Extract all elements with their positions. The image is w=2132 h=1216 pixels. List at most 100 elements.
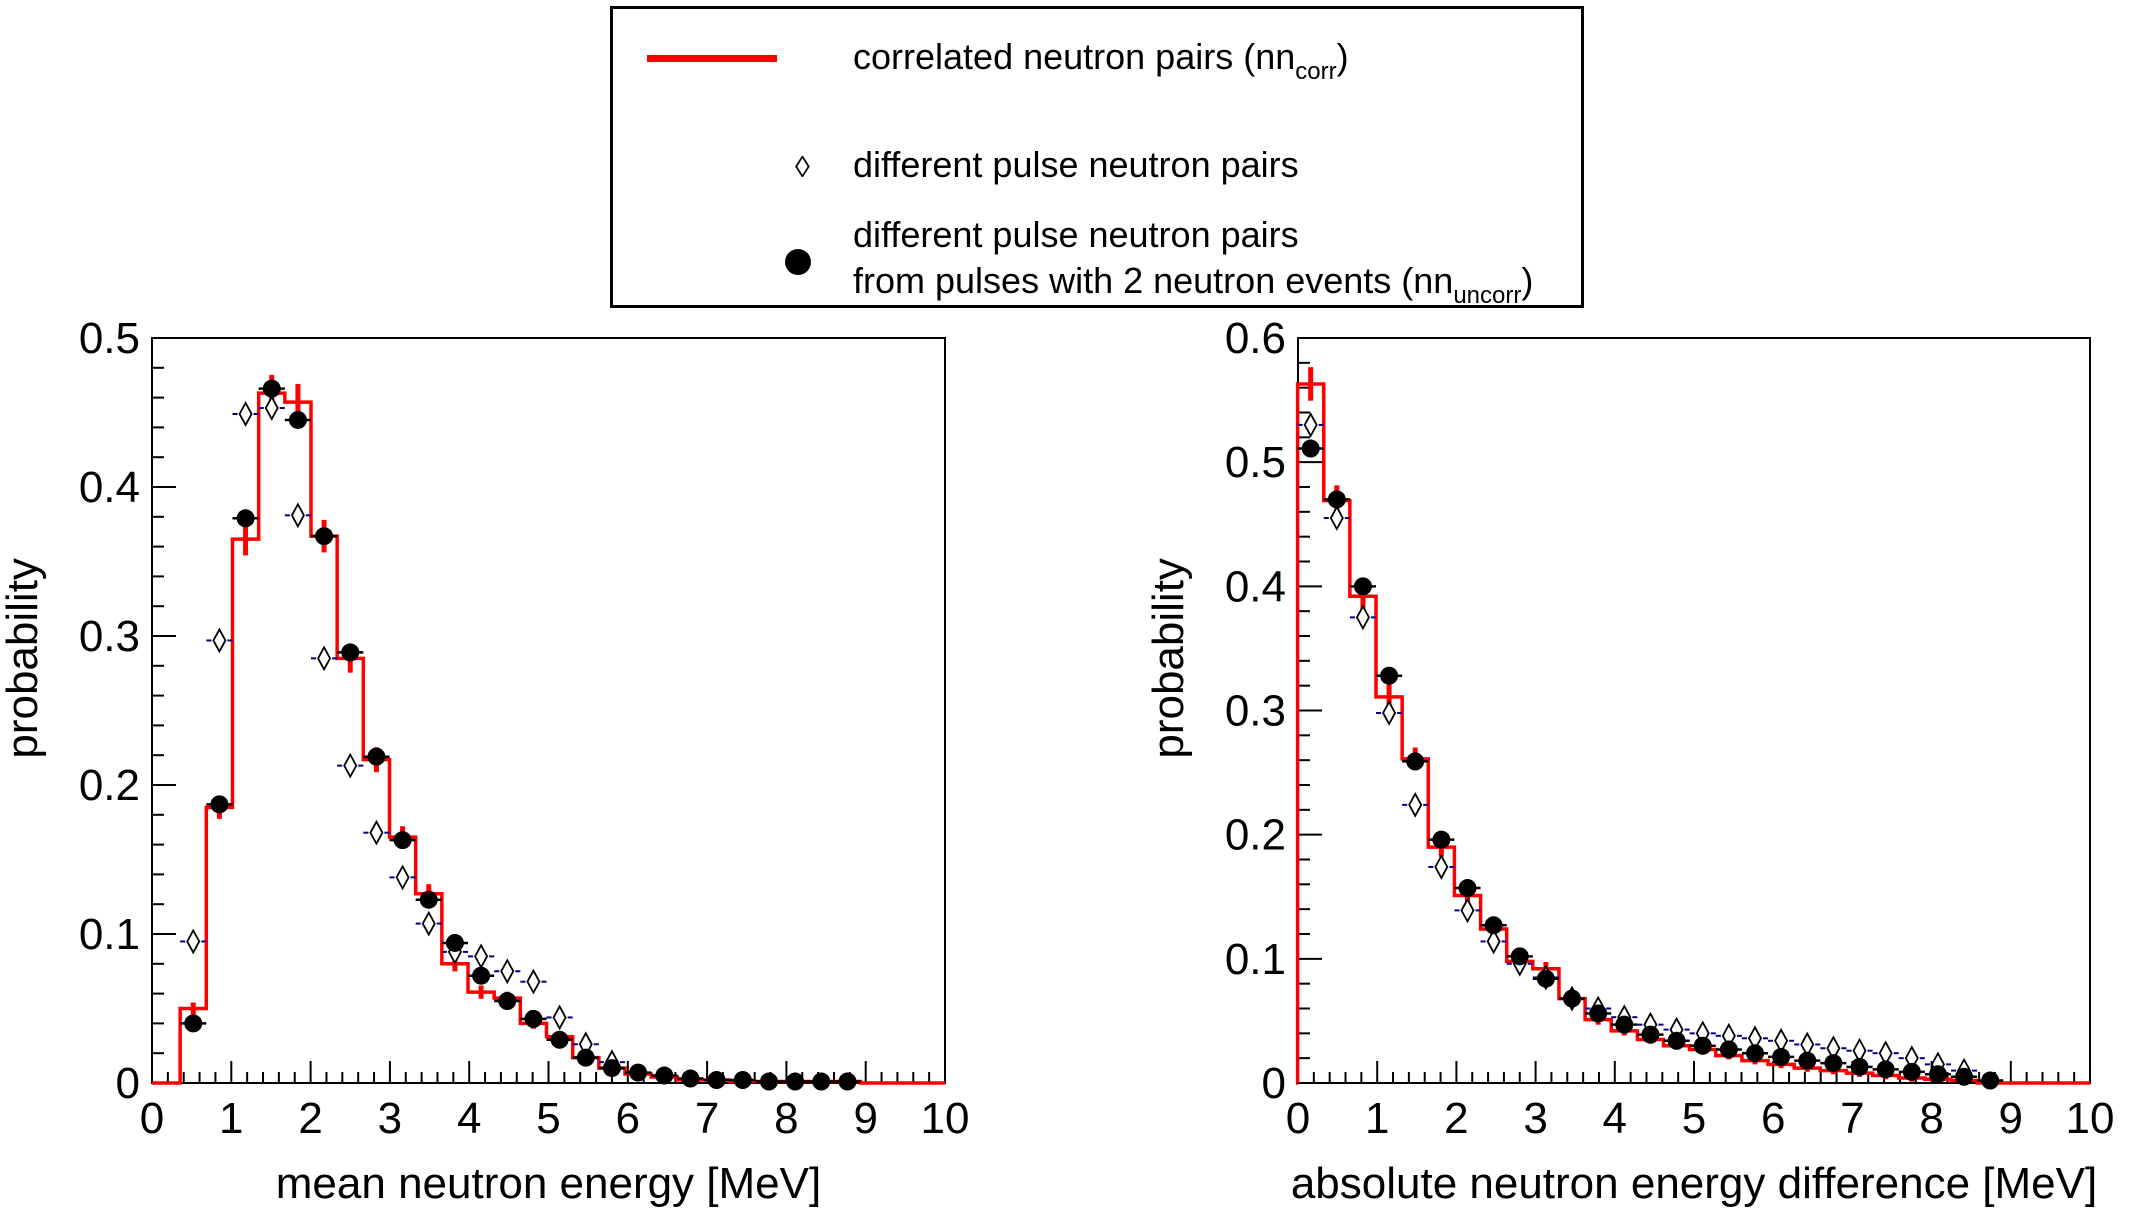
dot-marker xyxy=(1510,947,1529,966)
dot-marker xyxy=(1981,1071,2000,1090)
dot-marker xyxy=(1301,439,1320,458)
diamond-marker xyxy=(1382,700,1397,726)
diamond-marker xyxy=(421,910,436,937)
y-tick-label: 0.1 xyxy=(79,910,140,959)
series-red-step xyxy=(152,374,945,1085)
dot-marker xyxy=(1824,1054,1843,1073)
dot-marker xyxy=(1353,577,1372,596)
x-tick-label: 9 xyxy=(853,1094,877,1143)
y-ticks: 0 0.1 0.2 0.3 0.4 0.5 0.6 xyxy=(1225,314,1322,1108)
x-tick-label: 9 xyxy=(1999,1094,2023,1143)
series-red-step xyxy=(1295,367,2090,1085)
dot-marker xyxy=(812,1072,831,1091)
dot-marker xyxy=(759,1072,778,1091)
legend-correlated-close: ) xyxy=(1336,36,1349,77)
x-tick-label: 0 xyxy=(140,1094,164,1143)
dot-marker xyxy=(472,966,491,985)
dot-marker xyxy=(1798,1051,1817,1070)
dot-marker xyxy=(1876,1060,1895,1079)
red-line-icon xyxy=(647,55,777,62)
dot-marker xyxy=(1850,1057,1869,1076)
diamond-marker xyxy=(186,928,201,955)
diamond-marker xyxy=(1408,791,1423,818)
diamond-marker xyxy=(238,401,253,427)
y-tick-label: 0 xyxy=(116,1059,140,1108)
diamond-marker xyxy=(1486,928,1501,955)
diamond-marker xyxy=(552,1004,567,1031)
dot-marker xyxy=(1563,989,1582,1008)
dot-marker xyxy=(419,890,438,909)
y-tick-label: 0 xyxy=(1262,1059,1286,1108)
dot-marker xyxy=(1458,879,1477,898)
y-tick-label: 0.2 xyxy=(1225,811,1286,860)
dot-marker xyxy=(1380,666,1399,685)
open-diamond-icon: ◊ xyxy=(795,151,810,184)
dot-marker xyxy=(210,795,229,814)
x-tick-label: 8 xyxy=(1919,1094,1943,1143)
dot-marker xyxy=(602,1059,621,1078)
diamond-marker xyxy=(1355,604,1370,631)
dot-marker xyxy=(1406,752,1425,771)
diamond-marker xyxy=(1460,897,1475,924)
y-tick-label: 0.5 xyxy=(1225,438,1286,487)
dot-marker xyxy=(315,527,334,546)
dot-marker xyxy=(1745,1044,1764,1063)
dot-marker xyxy=(1641,1025,1660,1044)
legend-two-neutron-line2: from pulses with 2 neutron events (nn xyxy=(853,260,1454,301)
dot-marker xyxy=(1327,490,1346,509)
y-ticks: 0 0.1 0.2 0.3 0.4 0.5 xyxy=(79,314,176,1108)
diamond-marker xyxy=(1303,412,1318,438)
x-tick-label: 5 xyxy=(536,1094,560,1143)
legend-two-neutron-close: ) xyxy=(1521,260,1534,301)
y-tick-label: 0.5 xyxy=(79,314,140,363)
x-tick-label: 2 xyxy=(298,1094,322,1143)
y-tick-label: 0.6 xyxy=(1225,314,1286,363)
diamond-marker xyxy=(264,395,279,421)
dot-marker xyxy=(1902,1062,1921,1081)
legend-two-neutron-sub: uncorr xyxy=(1453,282,1522,309)
legend-correlated-sub: corr xyxy=(1295,58,1337,85)
series-dot xyxy=(180,379,861,1091)
diamond-marker xyxy=(290,502,305,529)
dot-marker xyxy=(1589,1004,1608,1023)
x-tick-label: 0 xyxy=(1286,1094,1310,1143)
dot-marker xyxy=(1693,1036,1712,1055)
series-diamond xyxy=(180,395,626,1076)
dot-marker xyxy=(288,410,307,429)
dot-marker xyxy=(498,992,517,1011)
dot-marker xyxy=(786,1072,805,1091)
x-tick-label: 4 xyxy=(457,1094,481,1143)
series-dot xyxy=(1297,439,2004,1090)
diamond-marker xyxy=(1329,505,1344,531)
dot-marker xyxy=(445,933,464,952)
diamond-marker xyxy=(500,958,515,985)
dot-marker xyxy=(629,1063,648,1082)
diamond-marker xyxy=(343,752,358,779)
dot-marker xyxy=(1536,969,1555,988)
y-tick-label: 0.3 xyxy=(79,612,140,661)
y-tick-label: 0.4 xyxy=(1225,562,1286,611)
legend-different-pulse-label: different pulse neutron pairs xyxy=(853,144,1299,185)
dot-marker xyxy=(184,1014,203,1033)
y-tick-label: 0.1 xyxy=(1225,935,1286,984)
x-tick-label: 2 xyxy=(1444,1094,1468,1143)
diamond-marker xyxy=(212,627,227,654)
y-axis-label: probability xyxy=(0,558,47,759)
dot-marker xyxy=(236,509,255,528)
x-ticks: 0 1 2 3 4 5 6 7 8 9 10 xyxy=(1286,1061,2114,1143)
filled-dot-icon xyxy=(785,249,811,275)
dot-marker xyxy=(341,643,360,662)
correlated-step-line xyxy=(152,391,945,1085)
x-tick-label: 1 xyxy=(219,1094,243,1143)
x-tick-label: 8 xyxy=(774,1094,798,1143)
x-tick-label: 6 xyxy=(1761,1094,1785,1143)
dot-marker xyxy=(393,831,412,850)
x-tick-label: 5 xyxy=(1682,1094,1706,1143)
x-ticks: 0 1 2 3 4 5 6 7 8 9 10 xyxy=(140,1061,969,1143)
dot-marker xyxy=(367,747,386,766)
x-axis-label: mean neutron energy [MeV] xyxy=(276,1159,821,1208)
dot-marker xyxy=(1615,1015,1634,1034)
dot-marker xyxy=(1484,916,1503,935)
dot-marker xyxy=(524,1009,543,1028)
y-tick-label: 0.3 xyxy=(1225,687,1286,736)
